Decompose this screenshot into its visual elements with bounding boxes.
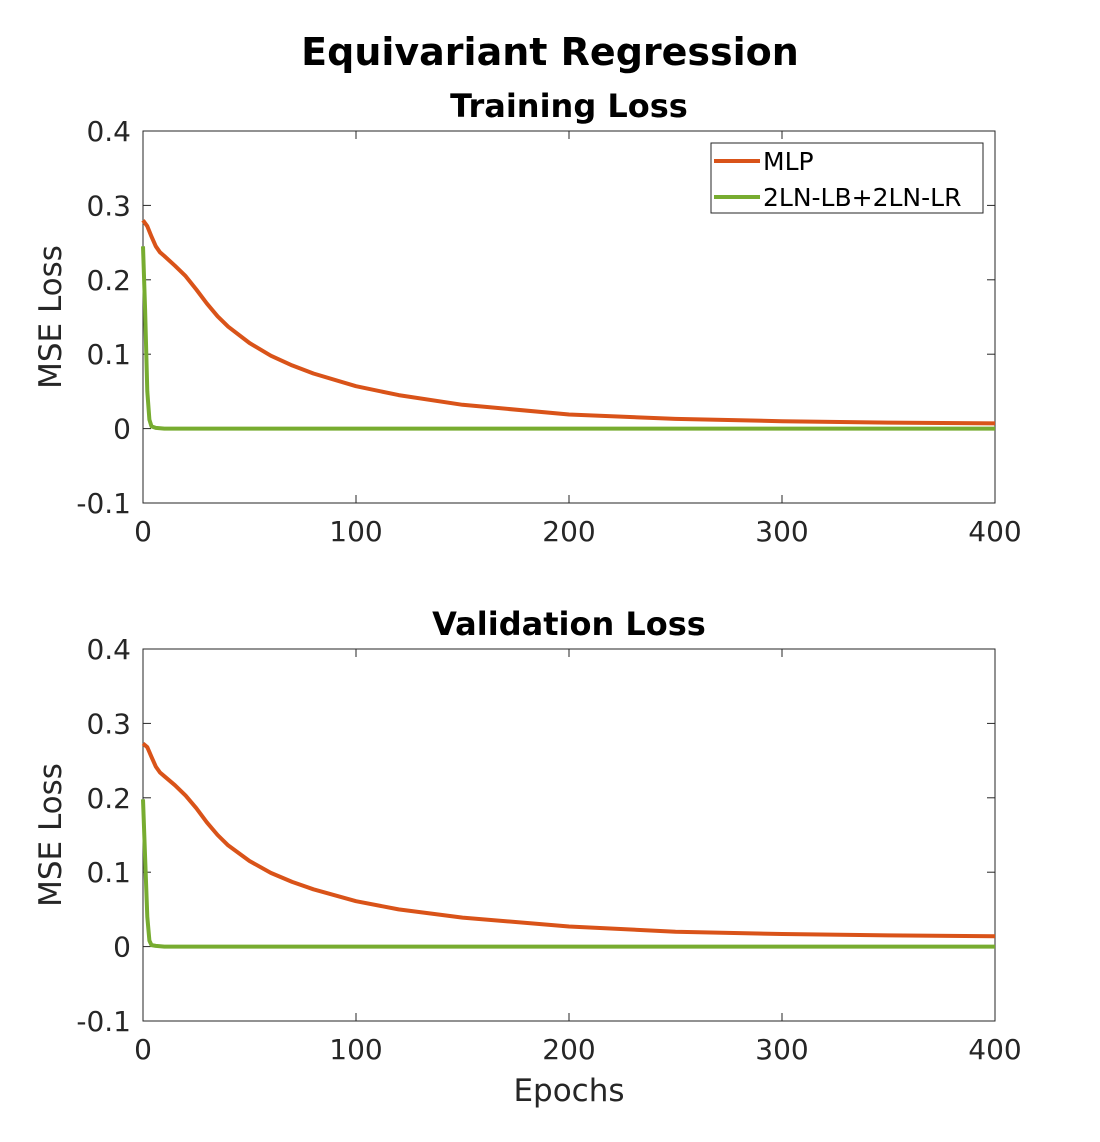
y-tick-label: 0.1 — [86, 856, 131, 889]
x-tick-label: 0 — [134, 1033, 152, 1066]
series-line-lnlb — [141, 799, 995, 949]
y-tick-label: 0.3 — [86, 707, 131, 740]
series-line-mlp — [141, 219, 996, 426]
y-tick-label: 0.2 — [86, 264, 131, 297]
legend: MLP 2LN-LB+2LN-LR — [710, 142, 984, 214]
series-line-lnlb — [141, 246, 995, 431]
legend-label-mlp: MLP — [763, 147, 814, 176]
y-tick-label: 0.1 — [86, 338, 131, 371]
x-tick-label: 200 — [542, 515, 595, 548]
y-tick-label: 0.4 — [86, 115, 131, 148]
y-tick-label: -0.1 — [76, 487, 131, 520]
y-axis-label: MSE Loss — [33, 245, 69, 389]
legend-box — [710, 142, 984, 214]
y-axis-label: MSE Loss — [33, 763, 69, 907]
x-tick-label: 100 — [329, 1033, 382, 1066]
x-axis-label: Epochs — [513, 1073, 624, 1109]
y-tick-label: 0 — [113, 931, 131, 964]
y-tick-label: 0 — [113, 413, 131, 446]
y-tick-label: 0.2 — [86, 782, 131, 815]
validation-loss-chart: 0 100 200 300 400-0.100.10.20.30.4Validation… — [33, 605, 1022, 1109]
x-tick-label: 300 — [755, 1033, 808, 1066]
x-tick-label: 100 — [329, 515, 382, 548]
x-tick-label: 400 — [968, 515, 1021, 548]
y-tick-label: 0.3 — [86, 189, 131, 222]
x-tick-label: 200 — [542, 1033, 595, 1066]
series-line-mlp — [141, 741, 996, 939]
chart-title: Training Loss — [450, 87, 688, 125]
x-tick-label: 400 — [968, 1033, 1021, 1066]
y-tick-label: 0.4 — [86, 633, 131, 666]
plot-area — [142, 648, 996, 1022]
x-tick-label: 300 — [755, 515, 808, 548]
figure-title: Equivariant Regression — [301, 30, 799, 74]
chart-title: Validation Loss — [432, 605, 706, 643]
x-tick-label: 0 — [134, 515, 152, 548]
legend-label-lnlb: 2LN-LB+2LN-LR — [763, 183, 961, 212]
y-tick-label: -0.1 — [76, 1005, 131, 1038]
